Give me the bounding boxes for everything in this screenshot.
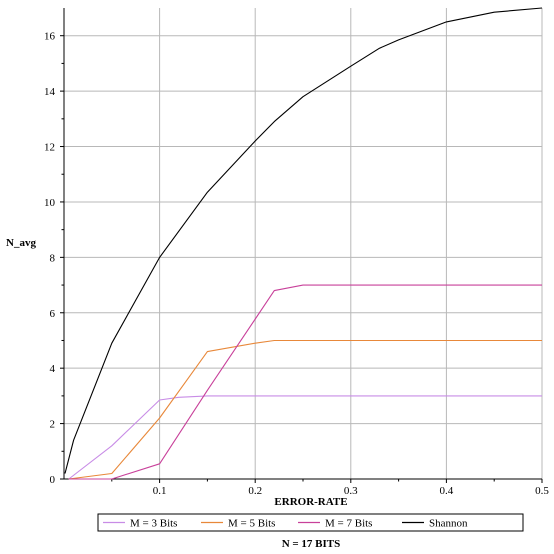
legend-entry-label: Shannon bbox=[429, 518, 468, 530]
series-line-2 bbox=[68, 339, 542, 480]
y-tick-label: 6 bbox=[50, 308, 56, 320]
grid bbox=[64, 8, 543, 479]
x-tick-label: 0.1 bbox=[153, 485, 167, 497]
chart-caption: N = 17 BITS bbox=[282, 538, 341, 550]
y-tick-label: 16 bbox=[44, 31, 56, 43]
y-tick-label: 12 bbox=[44, 142, 55, 154]
y-tick-label: 0 bbox=[50, 474, 56, 486]
y-axis-title: N_avg bbox=[6, 237, 36, 249]
y-tick-label: 10 bbox=[44, 197, 56, 209]
legend-entry-label: M = 3 Bits bbox=[130, 518, 177, 530]
series-line-1 bbox=[68, 395, 542, 480]
legend: M = 3 Bits M = 5 Bits M = 7 Bits Shannon bbox=[97, 513, 524, 532]
y-tick-label: 14 bbox=[44, 86, 56, 98]
series-line-4 bbox=[64, 7, 543, 474]
series-lines bbox=[64, 7, 543, 480]
y-tick-label: 2 bbox=[50, 419, 56, 431]
legend-entry-label: M = 5 Bits bbox=[228, 518, 275, 530]
y-tick-label: 8 bbox=[50, 252, 56, 264]
x-axis-title: ERROR-RATE bbox=[274, 496, 347, 508]
axes bbox=[60, 8, 543, 483]
x-tick-label: 0.2 bbox=[248, 485, 262, 497]
series-line-3 bbox=[68, 284, 542, 480]
x-tick-label: 0.5 bbox=[535, 485, 549, 497]
legend-entry-label: M = 7 Bits bbox=[325, 518, 372, 530]
x-tick-label: 0.3 bbox=[344, 485, 358, 497]
x-tick-label: 0.4 bbox=[440, 485, 454, 497]
tick-labels: 0.1 0.2 0.3 0.4 0.5 0 2 4 6 8 10 12 14 16 bbox=[44, 31, 549, 497]
y-tick-label: 4 bbox=[50, 363, 56, 375]
